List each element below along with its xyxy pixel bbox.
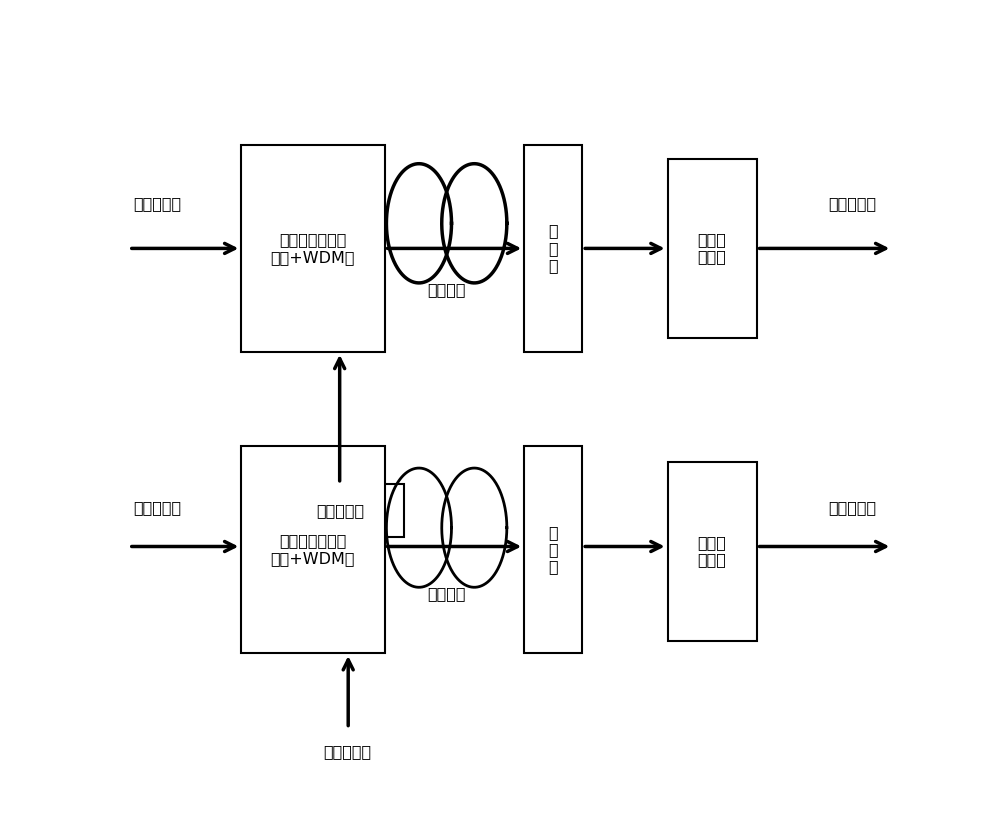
Text: 输出光信号: 输出光信号 xyxy=(829,500,877,515)
Text: 二合一器件（隔
离器+WDM）: 二合一器件（隔 离器+WDM） xyxy=(271,534,355,566)
Text: 掺铒光纤: 掺铒光纤 xyxy=(427,586,466,601)
Text: 泵浦激光器: 泵浦激光器 xyxy=(324,745,372,760)
Bar xyxy=(524,446,582,653)
Text: 输出光信号: 输出光信号 xyxy=(829,196,877,211)
Text: 隔
离
器: 隔 离 器 xyxy=(548,525,558,575)
Bar xyxy=(241,145,385,352)
Bar xyxy=(668,462,757,641)
Bar xyxy=(524,145,582,352)
Text: 可调光
衰减器: 可调光 衰减器 xyxy=(698,232,726,264)
Text: 二合一器件（隔
离器+WDM）: 二合一器件（隔 离器+WDM） xyxy=(271,232,355,265)
Text: 输入光信号: 输入光信号 xyxy=(133,196,181,211)
Text: 可调光
衰减器: 可调光 衰减器 xyxy=(698,535,726,567)
Bar xyxy=(668,159,757,337)
Bar xyxy=(276,484,404,537)
Text: 输入光信号: 输入光信号 xyxy=(133,500,181,515)
Bar xyxy=(241,446,385,653)
Text: 掺铒光纤: 掺铒光纤 xyxy=(427,282,466,297)
Text: 隔
离
器: 隔 离 器 xyxy=(548,223,558,273)
Bar xyxy=(292,729,404,776)
Text: 泵浦激光器: 泵浦激光器 xyxy=(316,503,364,518)
